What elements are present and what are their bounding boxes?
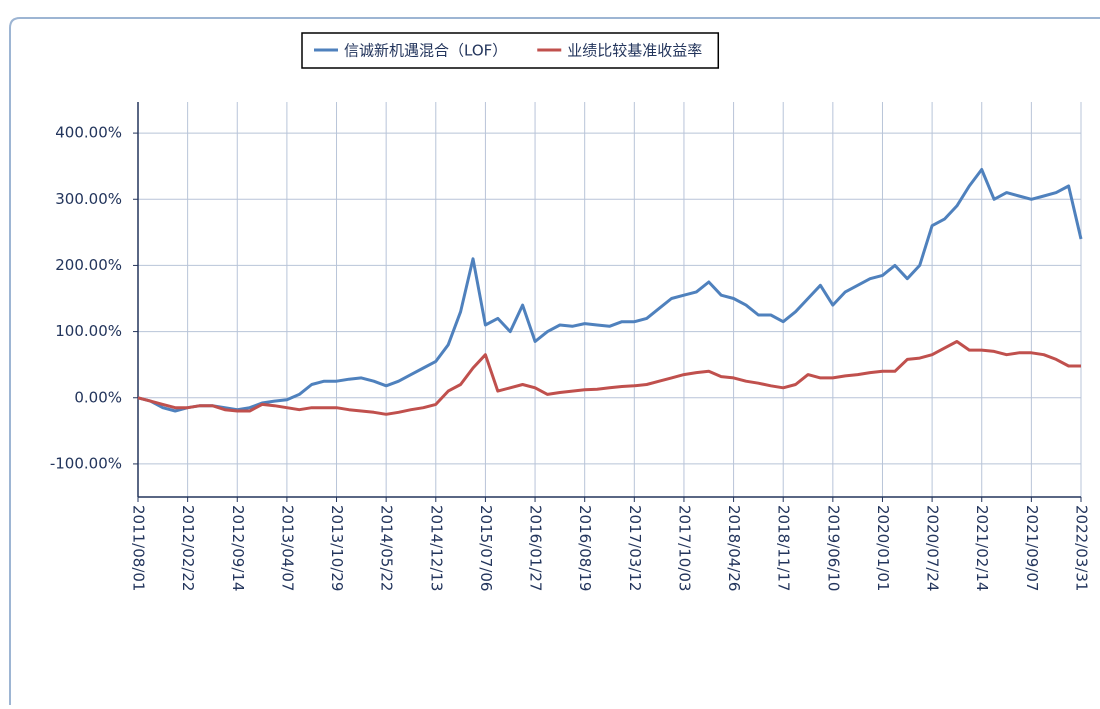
x-tick-label: 2017/10/03	[675, 505, 693, 591]
legend-label: 业绩比较基准收益率	[567, 42, 702, 60]
y-tick-label: 100.00%	[55, 322, 122, 340]
x-tick-label: 2016/01/27	[527, 505, 545, 591]
legend-label: 信诚新机遇混合（LOF）	[344, 42, 507, 60]
x-tick-label: 2014/05/22	[378, 505, 396, 591]
x-tick-label: 2013/10/29	[328, 505, 346, 591]
x-tick-label: 2011/08/01	[130, 505, 148, 591]
x-tick-label: 2015/07/06	[477, 505, 495, 591]
x-tick-label: 2020/01/01	[874, 505, 892, 591]
y-tick-label: 0.00%	[74, 388, 122, 406]
panel-frame	[9, 17, 1100, 705]
x-tick-label: 2012/02/22	[179, 505, 197, 591]
x-tick-label: 2019/06/10	[824, 505, 842, 591]
y-tick-label: -100.00%	[50, 454, 122, 472]
y-tick-label: 200.00%	[55, 256, 122, 274]
x-tick-label: 2018/04/26	[725, 505, 743, 591]
x-tick-label: 2021/02/14	[973, 505, 991, 591]
x-tick-label: 2013/04/07	[278, 505, 296, 591]
series-line	[137, 168, 1083, 413]
x-tick-label: 2012/09/14	[229, 505, 247, 591]
legend-box	[301, 32, 720, 69]
x-tick-label: 2021/09/07	[1023, 505, 1041, 591]
legend: 信诚新机遇混合（LOF） 业绩比较基准收益率	[301, 32, 720, 69]
y-tick-label: 300.00%	[55, 190, 122, 208]
x-tick-label: 2016/08/19	[576, 505, 594, 591]
series-line	[137, 340, 1081, 416]
x-tick-label: 2018/11/17	[775, 505, 793, 591]
x-tick-label: 2022/03/31	[1073, 505, 1091, 591]
y-tick-label: 400.00%	[55, 124, 122, 142]
x-tick-label: 2020/07/24	[924, 505, 942, 591]
x-tick-label: 2014/12/13	[427, 505, 445, 591]
x-tick-label: 2017/03/12	[626, 505, 644, 591]
